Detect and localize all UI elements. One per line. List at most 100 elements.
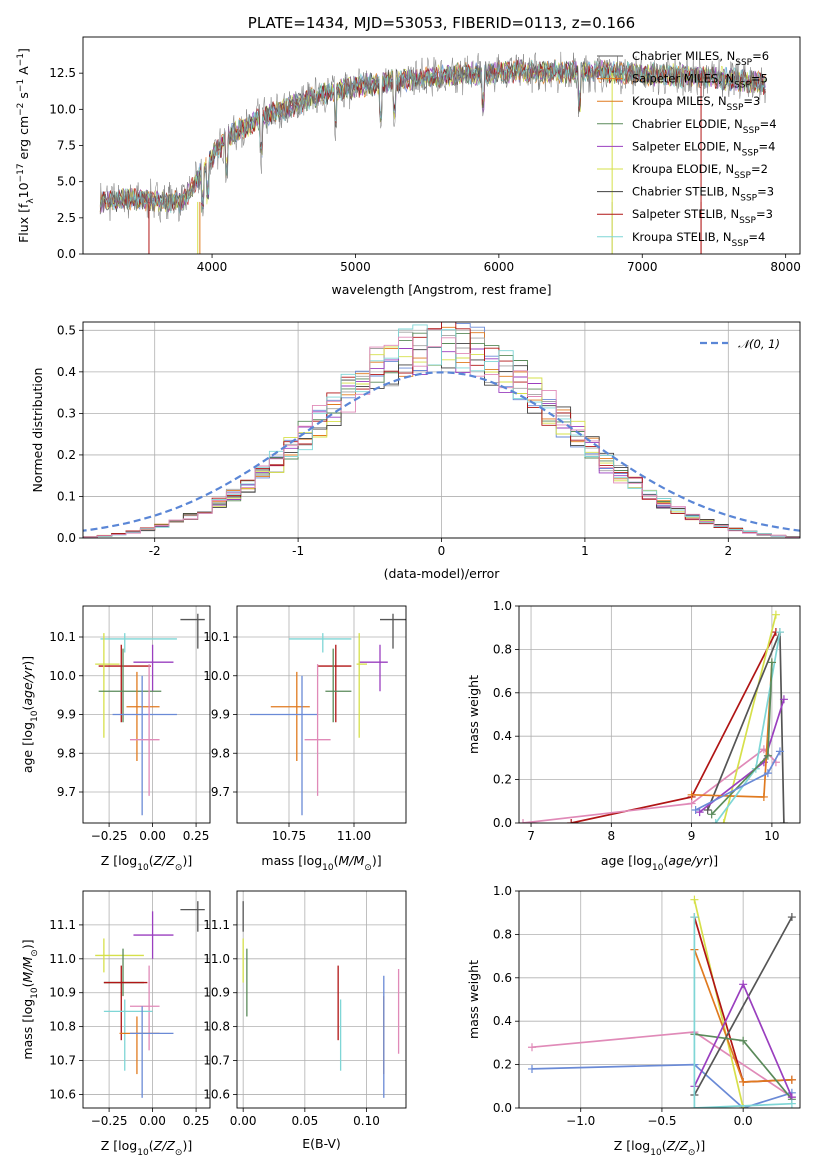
weight-point-marker	[690, 895, 699, 904]
weight-point-marker	[763, 769, 772, 778]
axes-frame	[236, 890, 407, 1109]
x-tick-label: 0.25	[183, 829, 210, 843]
weight-point-marker	[739, 980, 748, 989]
y-tick-label: 10.0	[49, 102, 76, 116]
weight-point-marker	[759, 792, 768, 801]
x-tick-label: 7000	[627, 260, 658, 274]
x-tick-label: 0.00	[139, 1114, 166, 1128]
legend-entry: Salpeter MILES, NSSP=5	[632, 72, 768, 91]
spectrum-lines	[99, 51, 766, 254]
x-tick-label: 4000	[197, 260, 228, 274]
y-tick-label: 11.0	[203, 952, 230, 966]
y-tick-label: 10.1	[49, 630, 76, 644]
y-tick-label: 7.5	[57, 139, 76, 153]
weight-line	[693, 916, 793, 1096]
weight-point-marker	[779, 695, 788, 704]
weight-point-marker	[739, 1036, 748, 1045]
axes-frame	[236, 605, 407, 824]
y-tick-label: 9.9	[211, 708, 230, 722]
x-axis-label: Z [log10(Z/Z⊙)]	[101, 1138, 192, 1158]
weight-point-marker	[695, 808, 704, 817]
weight-point-marker	[787, 1099, 796, 1108]
y-tick-label: 12.5	[49, 66, 76, 80]
axes-frame	[82, 321, 801, 539]
x-axis-label: E(B-V)	[302, 1136, 341, 1151]
normal-reference-curve	[83, 371, 800, 532]
y-tick-label: 0.4	[493, 729, 512, 743]
axes-frame	[82, 890, 211, 1109]
x-axis-label: (data-model)/error	[384, 566, 501, 581]
x-tick-label: 11.00	[337, 829, 371, 843]
weight-point-marker	[690, 1104, 699, 1108]
y-tick-label: 11.1	[49, 918, 76, 932]
mass-vs-Z-panel: −0.25 0.00 0.25 10.6 10.7 10.8 10.9 11.0 11.1 Z […	[20, 890, 211, 1158]
weight-line	[531, 1063, 793, 1108]
weight-point-marker	[779, 819, 788, 823]
y-tick-label: 0.0	[493, 816, 512, 830]
weight-point-marker	[719, 819, 728, 823]
y-tick-label: 11.0	[49, 952, 76, 966]
y-tick-label: 0.5	[57, 323, 76, 337]
weight-line	[693, 899, 745, 1108]
weight-point-marker	[787, 1075, 796, 1084]
weight-point-marker	[687, 799, 696, 808]
x-tick-label: 10	[764, 829, 779, 843]
weight-point-marker	[711, 819, 720, 823]
y-tick-label: 10.6	[203, 1087, 230, 1101]
y-tick-label: 9.9	[57, 708, 76, 722]
x-axis-label: wavelength [Angstrom, rest frame]	[331, 282, 551, 297]
weight-point-marker	[519, 819, 528, 823]
y-tick-label: 0.8	[493, 642, 512, 656]
y-tick-label: 9.8	[211, 746, 230, 760]
weight-point-marker	[787, 913, 796, 922]
residuals-panel: -2 -1 0 1 2 0.0 0.1 0.2 0.3 0.4 0.5 (data-model)/er…	[30, 321, 801, 581]
x-axis-label: Z [log10(Z/Z⊙)]	[101, 853, 192, 873]
weight-point-marker	[739, 1077, 748, 1086]
y-tick-label: 0.2	[493, 1058, 512, 1072]
x-tick-label: 9	[688, 829, 696, 843]
y-tick-label: 0.0	[493, 1101, 512, 1115]
age-vs-Z-panel: −0.25 0.00 0.25 9.7 9.8 9.9 10.0 10.1 Z [log10(Z…	[20, 605, 211, 873]
y-tick-label: 9.7	[57, 785, 76, 799]
x-tick-label: 0.10	[353, 1114, 380, 1128]
weight-line	[695, 750, 781, 811]
weight-point-marker	[767, 658, 776, 667]
legend: Chabrier MILES, NSSP=6 Salpeter MILES, NS…	[597, 49, 777, 249]
weight-point-marker	[567, 819, 576, 823]
y-tick-label: 2.5	[57, 211, 76, 225]
y-tick-label: 1.0	[493, 884, 512, 898]
y-axis-label: mass [log10(M/M⊙)]	[20, 939, 40, 1059]
y-tick-label: 0.6	[493, 971, 512, 985]
x-tick-label: 8	[608, 829, 616, 843]
x-tick-label: 7	[527, 829, 535, 843]
x-axis-label: age [log10(age/yr)]	[601, 853, 718, 873]
y-tick-label: 0.3	[57, 406, 76, 420]
weight-point-marker	[687, 790, 696, 799]
weight-point-marker	[775, 747, 784, 756]
x-tick-label: −1.0	[566, 1114, 595, 1128]
y-tick-label: 9.8	[57, 746, 76, 760]
x-tick-label: −0.25	[91, 1114, 128, 1128]
y-tick-label: 11.1	[203, 918, 230, 932]
legend-entry: 𝒩(0, 1)	[738, 337, 780, 351]
x-tick-label: 5000	[340, 260, 371, 274]
y-tick-label: 5.0	[57, 175, 76, 189]
x-tick-label: 8000	[770, 260, 801, 274]
x-tick-label: 0.0	[734, 1114, 753, 1128]
y-tick-label: 0.4	[493, 1014, 512, 1028]
y-tick-label: 10.9	[203, 986, 230, 1000]
error-bars	[242, 901, 400, 1098]
error-bars	[95, 613, 205, 816]
residual-histogram	[83, 336, 800, 538]
error-bars	[95, 901, 205, 1098]
legend-entry: Chabrier ELODIE, NSSP=4	[632, 117, 777, 136]
chart-title: PLATE=1434, MJD=53053, FIBERID=0113, z=0…	[248, 14, 635, 32]
y-tick-label: 0.6	[493, 686, 512, 700]
y-axis-label: Flux [fλ10−17 erg cm−2 s−1 A−1]	[16, 48, 36, 243]
weight-line	[571, 631, 777, 823]
weight-point-marker	[703, 805, 712, 814]
x-tick-label: 0.00	[230, 1114, 257, 1128]
weight-point-marker	[527, 1064, 536, 1073]
weight-lines	[519, 610, 788, 823]
